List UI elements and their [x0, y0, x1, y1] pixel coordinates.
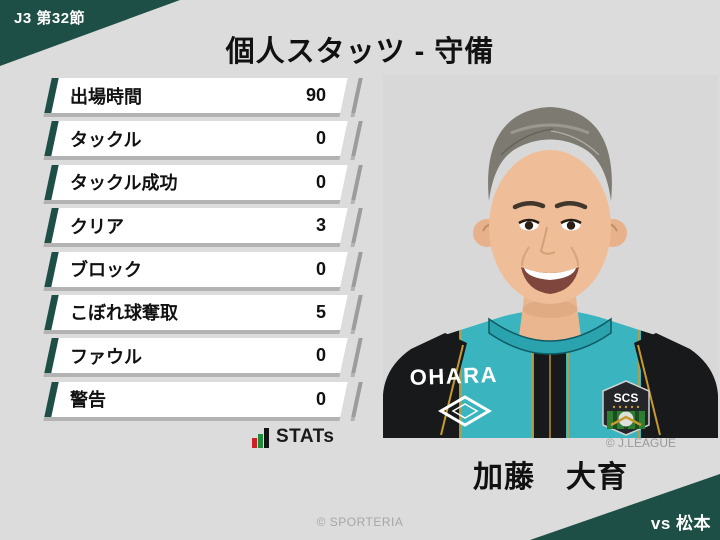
stat-label: 警告 [70, 390, 106, 411]
slash-decoration [351, 208, 363, 244]
stat-row: ブロック 0 [44, 251, 363, 287]
opponent-label: vs 松本 [650, 514, 711, 533]
stat-label: ファウル [70, 346, 142, 367]
club-crest: SCS [602, 380, 650, 436]
crest-text: SCS [614, 391, 639, 405]
slash-decoration [351, 164, 363, 200]
stat-row: クリア 3 [44, 208, 363, 244]
stat-value: 0 [315, 171, 326, 192]
jersey-sponsor-text: OHARA [409, 362, 498, 390]
slash-decoration [351, 294, 363, 330]
stat-label: タックル [70, 129, 142, 150]
stat-row: ファウル 0 [44, 338, 363, 374]
umbro-logo-icon [438, 395, 492, 427]
stat-label: こぼれ球奪取 [70, 303, 178, 324]
bar-chart-icon [252, 428, 270, 448]
slash-decoration [351, 338, 363, 374]
match-round-label: J3 第32節 [14, 10, 86, 27]
stats-logo: STATs [252, 424, 334, 448]
stat-label: ブロック [70, 260, 142, 281]
photo-credit: © J.LEAGUE [605, 436, 676, 450]
stat-row: 警告 0 [44, 381, 363, 417]
slash-decoration [351, 78, 363, 113]
stat-value: 5 [315, 301, 326, 322]
stat-value: 3 [315, 215, 326, 236]
player-photo: OHARA SCS [383, 75, 718, 438]
stat-row: タックル 0 [44, 121, 363, 157]
stat-value: 0 [315, 388, 326, 409]
stats-logo-text: STATs [276, 426, 335, 447]
stat-label: タックル成功 [70, 173, 178, 194]
stat-row: 出場時間 90 [44, 78, 363, 113]
stat-row: こぼれ球奪取 5 [44, 294, 363, 330]
stat-label: クリア [70, 216, 124, 237]
stats-panel: 出場時間 90 タックル 0 タックル成功 0 [44, 78, 363, 425]
stat-row: タックル成功 0 [44, 164, 363, 200]
slash-decoration [351, 251, 363, 287]
stat-value: 90 [305, 85, 326, 105]
stat-value: 0 [315, 128, 326, 149]
stat-value: 0 [315, 258, 326, 279]
slash-decoration [351, 381, 363, 417]
page-title: 個人スタッツ - 守備 [225, 36, 495, 68]
slash-decoration [351, 121, 363, 157]
site-credit: © SPORTERIA [316, 515, 404, 529]
player-face [473, 107, 627, 304]
stat-value: 0 [315, 345, 326, 366]
collar [488, 317, 612, 355]
player-portrait-illustration: OHARA SCS [383, 75, 718, 438]
stat-label: 出場時間 [70, 86, 142, 107]
player-name: 加藤 大育 [473, 461, 628, 494]
